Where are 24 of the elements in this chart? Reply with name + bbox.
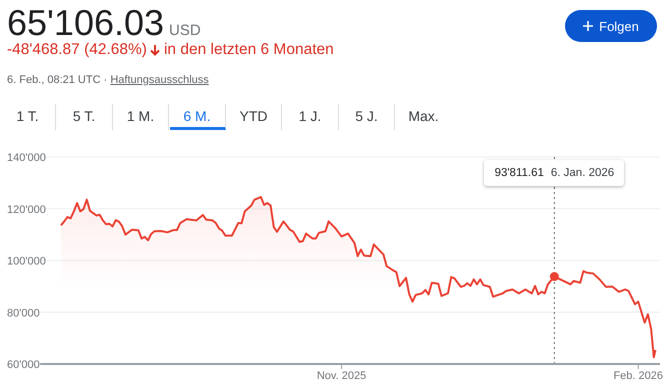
- text: 1 T.: [0, 104, 56, 130]
- text: 5 T.: [56, 104, 112, 130]
- y-tick-label: 120'000: [7, 204, 46, 216]
- text: Haftungsausschluss: [110, 74, 209, 86]
- text: 5 J.: [339, 104, 395, 130]
- text: 1 J.: [282, 104, 338, 130]
- x-tick-label: Feb. 2026: [613, 370, 663, 382]
- y-tick-label: 80'000: [7, 307, 40, 320]
- text: Folgen: [565, 10, 657, 42]
- x-tick-label: Nov. 2025: [316, 370, 366, 382]
- annotation: 93'811.61: [494, 167, 544, 179]
- y-tick-label: 140'000: [7, 152, 46, 164]
- y-tick-label: 100'000: [7, 256, 46, 268]
- annotation: 6. Jan. 2026: [550, 167, 614, 179]
- text: YTD: [226, 104, 282, 130]
- chart-subtitle: -48'468.87 (42.68%): [7, 41, 147, 59]
- text: 6. Feb., 08:21 UTC ·: [7, 74, 108, 86]
- y-tick-label: 60'000: [7, 359, 40, 371]
- chart-title: 65'106.03: [7, 2, 164, 43]
- text: USD: [169, 22, 201, 39]
- text: 1 M.: [113, 104, 169, 130]
- text: Max.: [407, 107, 440, 126]
- text: in den letzten 6 Monaten: [164, 41, 334, 59]
- text: 6 M.: [170, 104, 226, 130]
